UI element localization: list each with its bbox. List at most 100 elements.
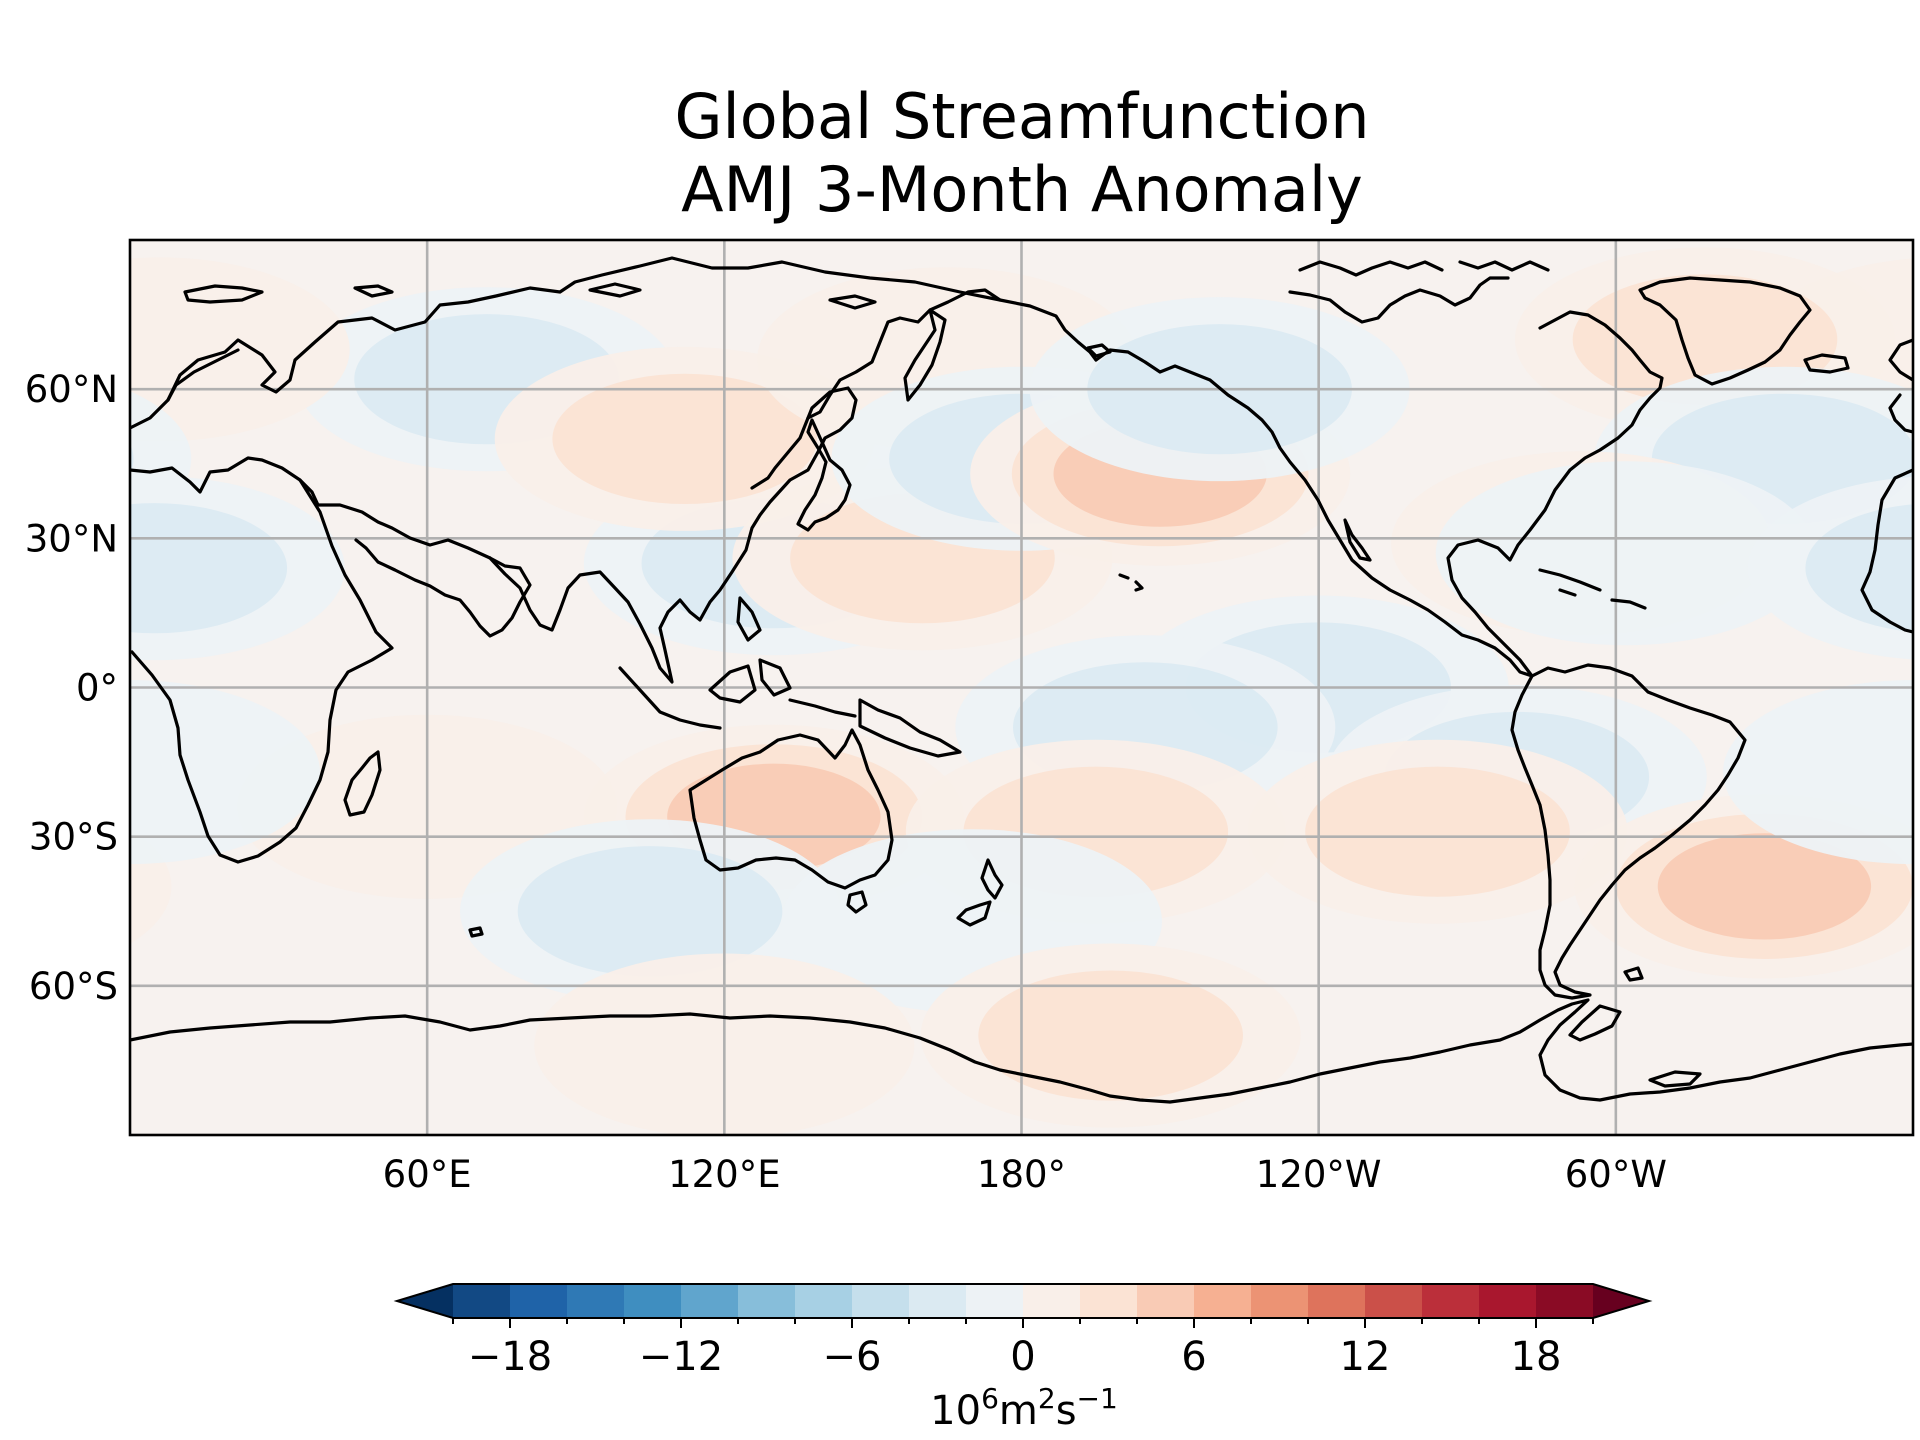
colorbar-tick-label: −6 [823, 1334, 882, 1380]
colorbar-swatch [1137, 1284, 1195, 1318]
colorbar-tick-label: −12 [639, 1334, 723, 1380]
longitude-tick-labels: 60°E 120°E 180° 120°W 60°W [383, 1153, 1667, 1196]
anomaly-contour [130, 503, 288, 634]
coastline-japan [796, 418, 852, 532]
colorbar-swatch [453, 1284, 511, 1318]
colorbar-tick-label: 6 [1181, 1334, 1206, 1380]
longitude-tick-label: 60°W [1565, 1153, 1667, 1196]
coastline-tasmania [846, 890, 868, 914]
colorbar-unit-label: 106m2s−1 [930, 1382, 1118, 1435]
coastline-maritime-continent [618, 596, 962, 758]
anomaly-center [1247, 739, 1628, 924]
colorbar-tick-label: 18 [1511, 1334, 1562, 1380]
coastline-australia [688, 728, 894, 890]
anomaly-field [130, 247, 1913, 1135]
anomaly-center [130, 476, 1913, 661]
colorbar-swatch [1308, 1284, 1366, 1318]
colorbar-swatch [1194, 1284, 1252, 1318]
coastline-south-asia [488, 386, 858, 684]
coastline-south-america [1510, 663, 1747, 1000]
colorbar-swatch [1080, 1284, 1138, 1318]
colorbar-swatch [909, 1284, 967, 1318]
colorbar-ticks: −18 −12 −6 0 6 12 18 [452, 1318, 1594, 1380]
longitude-tick-label: 120°W [1256, 1153, 1382, 1196]
colorbar-swatch [681, 1284, 739, 1318]
latitude-tick-labels: 60°N 30°N 0° 30°S 60°S [25, 368, 118, 1008]
anomaly-contour [978, 970, 1243, 1101]
colorbar-swatch [738, 1284, 796, 1318]
coastline-hawaii [1118, 573, 1144, 592]
latitude-tick-label: 30°S [29, 816, 118, 859]
colorbar-swatch [1251, 1284, 1309, 1318]
anomaly-contour [1657, 833, 1872, 940]
anomaly-contour [1305, 766, 1570, 897]
coastline-falklands [1623, 966, 1644, 982]
longitude-tick-label: 120°E [668, 1153, 781, 1196]
colorbar-swatch [966, 1284, 1024, 1318]
anomaly-contour [1435, 461, 1816, 646]
coastline-arctic-islands [183, 282, 1112, 358]
colorbar: −18 −12 −6 0 6 12 18 106m2s−1 [393, 1283, 1653, 1435]
coastline-eurasia [130, 256, 1098, 430]
coastline-west-africa-east-edge [1860, 338, 1913, 634]
anomaly-contour [130, 257, 350, 442]
map-frame [128, 238, 1915, 1137]
coastlines [130, 256, 1913, 1104]
coastline-europe-south [130, 456, 532, 638]
coastline-scandinavia [166, 348, 240, 402]
anomaly-contour-wrap [1723, 680, 1913, 865]
longitude-tick-label: 60°E [383, 1153, 472, 1196]
colorbar-extend-min [397, 1284, 453, 1318]
latitude-tick-label: 60°N [25, 368, 118, 411]
anomaly-contour-wrap [130, 443, 134, 474]
coastline-africa [130, 478, 394, 864]
colorbar-tick-label: −18 [468, 1334, 552, 1380]
colorbar-unit-m: m [999, 1388, 1038, 1434]
anomaly-center [1435, 461, 1816, 646]
anomaly-contour [517, 846, 783, 977]
colorbar-swatch [1479, 1284, 1537, 1318]
coastline-antarctic-peninsula [1568, 1004, 1702, 1088]
colorbar-unit-exp2: 2 [1038, 1382, 1056, 1415]
colorbar-swatch [852, 1284, 910, 1318]
anomaly-contour [552, 373, 818, 504]
coastline-new-zealand [956, 858, 1004, 927]
coastline-antarctica [130, 998, 1913, 1104]
gridlines [130, 240, 1913, 1135]
colorbar-swatch [795, 1284, 853, 1318]
colorbar-unit-base: 10 [930, 1388, 981, 1434]
colorbar-unit-exp1: 6 [981, 1382, 999, 1415]
coastline-iceland [1803, 353, 1850, 374]
coastline-madagascar [343, 750, 382, 817]
colorbar-tick-label: 0 [1010, 1334, 1035, 1380]
colorbar-unit-s: s [1056, 1388, 1077, 1434]
colorbar-swatch [1365, 1284, 1423, 1318]
colorbar-unit-exp3: −1 [1077, 1382, 1118, 1415]
coastline-kamchatka [903, 308, 947, 402]
colorbar-swatches [393, 1283, 1653, 1319]
latitude-tick-label: 0° [76, 667, 118, 710]
colorbar-extend-max [1593, 1284, 1649, 1318]
colorbar-tick-label: 12 [1340, 1334, 1391, 1380]
coastline-caribbean [1538, 568, 1647, 610]
colorbar-swatch [1023, 1284, 1081, 1318]
colorbar-swatch [567, 1284, 625, 1318]
coastline-greenland [1638, 276, 1812, 386]
coastline-kerguelen [468, 926, 484, 938]
longitude-tick-label: 180° [977, 1153, 1066, 1196]
coastline-baja [1343, 518, 1372, 562]
latitude-tick-label: 60°S [29, 965, 118, 1008]
coastline-canadian-arctic [1288, 260, 1550, 324]
latitude-tick-label: 30°N [25, 517, 118, 560]
coastline-north-america [1094, 310, 1664, 678]
anomaly-center [920, 943, 1301, 1128]
colorbar-swatch [624, 1284, 682, 1318]
colorbar-swatch [1536, 1284, 1594, 1318]
colorbar-swatch [1422, 1284, 1480, 1318]
anomaly-contour-wrap [1805, 504, 1913, 633]
map-title: Global Streamfunction [674, 80, 1369, 153]
colorbar-swatch [510, 1284, 568, 1318]
map-subtitle: AMJ 3-Month Anomaly [681, 153, 1363, 226]
coastline-northeast-asia [806, 288, 1002, 420]
